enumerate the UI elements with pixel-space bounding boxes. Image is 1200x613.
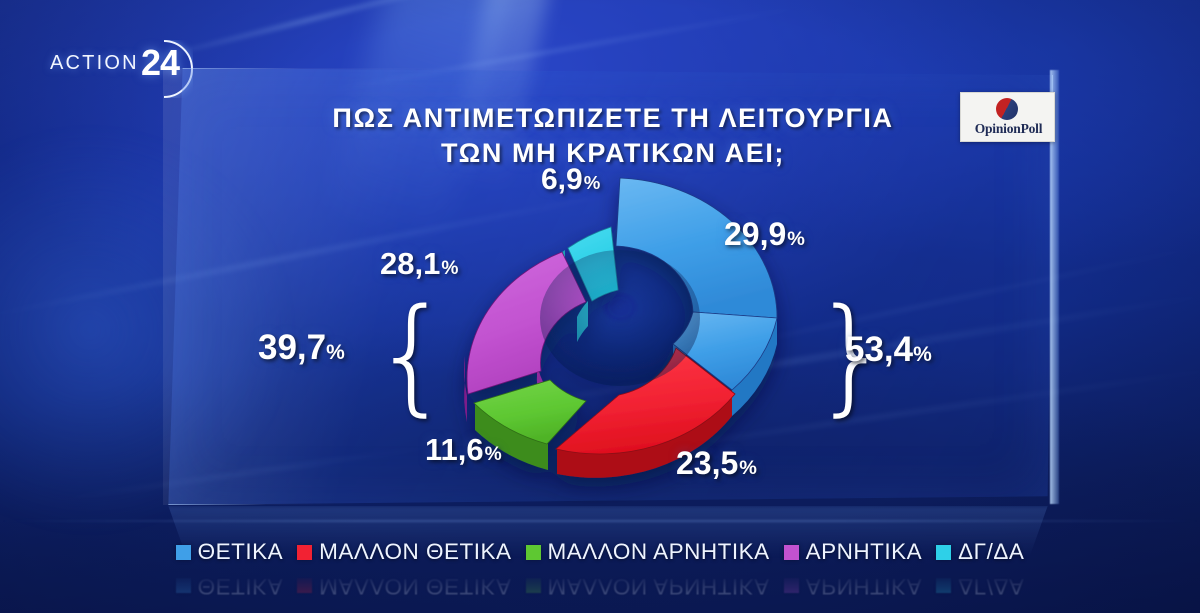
legend-item: ΜΑΛΛΟΝ ΑΡΝΗΤΙΚΑ [525, 573, 770, 599]
legend-swatch-icon [297, 578, 313, 594]
segment-wall-positive [732, 318, 777, 416]
donut-hole [540, 250, 700, 386]
legend-swatch-icon [936, 544, 952, 560]
percent-sign: % [913, 343, 932, 366]
legend-label: ΑΡΝΗΤΙΚΑ [805, 539, 923, 564]
donut-segment-positive[interactable] [615, 177, 778, 319]
legend-item[interactable]: ΜΑΛΛΟΝ ΑΡΝΗΤΙΚΑ [525, 539, 770, 565]
percent-sign: % [739, 457, 757, 479]
pollster-mark-icon [996, 98, 1018, 120]
legend-label: ΜΑΛΛΟΝ ΘΕΤΙΚΑ [319, 539, 512, 564]
panel-reflection [168, 506, 1048, 566]
brace-left-icon: { [372, 281, 453, 428]
logo-wordmark: ACTION [50, 52, 139, 74]
legend-item[interactable]: ΘΕΤΙΚΑ [175, 539, 284, 565]
legend-item: ΜΑΛΛΟΝ ΘΕΤΙΚΑ [297, 573, 512, 599]
percent-sign: % [484, 444, 502, 465]
legend-swatch-icon [783, 578, 799, 594]
legend-label: ΑΡΝΗΤΙΚΑ [805, 574, 923, 599]
legend-swatch-icon [175, 544, 191, 560]
segment-wall-rather-negative [475, 404, 548, 470]
legend-label: ΘΕΤΙΚΑ [197, 574, 284, 599]
legend-item: ΘΕΤΙΚΑ [175, 573, 284, 599]
value-label-negative: 28,1% [380, 246, 459, 281]
legend-label: ΜΑΛΛΟΝ ΘΕΤΙΚΑ [319, 574, 512, 599]
segment-wall-rather-positive [557, 390, 732, 478]
legend-swatch-icon [936, 578, 952, 594]
bracket-total-negative: 39,7% [258, 328, 345, 367]
donut-chart [405, 128, 825, 478]
bracket-total-positive: 53,4% [845, 330, 932, 369]
brace-right-icon: } [812, 281, 893, 428]
page-title: ΠΩΣ ΑΝΤΙΜΕΤΩΠΙΖΕΤΕ ΤΗ ΛΕΙΤΟΥΡΓΙΑ ΤΩΝ ΜΗ … [283, 101, 943, 171]
legend-item: ΑΡΝΗΤΙΚΑ [783, 573, 923, 599]
legend-item[interactable]: ΜΑΛΛΟΝ ΘΕΤΙΚΑ [297, 539, 511, 565]
legend-swatch-icon [525, 544, 541, 560]
title-line-2: ΤΩΝ ΜΗ ΚΡΑΤΙΚΩΝ ΑΕΙ; [440, 138, 786, 169]
percent-sign: % [583, 172, 601, 193]
chart-legend: ΘΕΤΙΚΑ ΜΑΛΛΟΝ ΘΕΤΙΚΑ ΜΑΛΛΟΝ ΑΡΝΗΤΙΚΑ ΑΡΝΗΤΙ… [0, 539, 1200, 565]
legend-item[interactable]: ΑΡΝΗΤΙΚΑ [783, 539, 923, 565]
pollster-name: OpinionPoll [974, 121, 1043, 136]
legend-swatch-icon [525, 578, 541, 594]
legend-swatch-icon [783, 544, 799, 560]
value-label-rather-positive: 23,5% [676, 445, 757, 481]
percent-sign: % [787, 228, 805, 250]
floor-line [0, 520, 1200, 522]
pollster-logo: OpinionPoll [960, 92, 1055, 142]
legend-swatch-icon [297, 544, 313, 560]
segment-wall-negative [464, 356, 467, 422]
percent-sign: % [441, 258, 459, 279]
donut-chart-svg [464, 177, 778, 478]
legend-item[interactable]: ΔΓ/ΔΑ [936, 539, 1024, 565]
title-line-1: ΠΩΣ ΑΝΤΙΜΕΤΩΠΙΖΕΤΕ ΤΗ ΛΕΙΤΟΥΡΓΙΑ [332, 103, 894, 133]
channel-logo: ACTION 24 [40, 36, 193, 98]
legend-swatch-icon [175, 578, 191, 594]
legend-label: ΜΑΛΛΟΝ ΑΡΝΗΤΙΚΑ [547, 539, 770, 564]
value-label-dk-da: 6,9% [541, 163, 601, 196]
donut-shadow-group [464, 177, 778, 478]
logo-channel-number: 24 [141, 42, 180, 83]
chart-legend-reflection: ΘΕΤΙΚΑ ΜΑΛΛΟΝ ΘΕΤΙΚΑ ΜΑΛΛΟΝ ΑΡΝΗΤΙΚΑ ΑΡΝΗΤΙ… [0, 573, 1200, 599]
donut-segment-rather-negative[interactable] [473, 379, 587, 445]
legend-label: ΘΕΤΙΚΑ [197, 539, 284, 564]
legend-label: ΜΑΛΛΟΝ ΑΡΝΗΤΙΚΑ [547, 574, 770, 599]
legend-item: ΔΓ/ΔΑ [936, 573, 1024, 599]
legend-label: ΔΓ/ΔΑ [958, 574, 1025, 599]
value-label-positive: 29,9% [724, 216, 805, 252]
value-label-rather-negative: 11,6% [425, 432, 502, 467]
legend-label: ΔΓ/ΔΑ [958, 539, 1025, 564]
percent-sign: % [326, 341, 345, 364]
